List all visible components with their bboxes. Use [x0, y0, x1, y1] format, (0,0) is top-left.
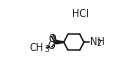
Text: HCl: HCl: [72, 9, 88, 19]
Text: O: O: [47, 41, 55, 51]
Polygon shape: [56, 40, 64, 44]
Text: O: O: [48, 34, 56, 44]
Text: 2: 2: [96, 39, 101, 48]
Text: NH: NH: [90, 37, 105, 47]
Text: 3: 3: [45, 45, 50, 54]
Text: CH: CH: [30, 43, 44, 53]
